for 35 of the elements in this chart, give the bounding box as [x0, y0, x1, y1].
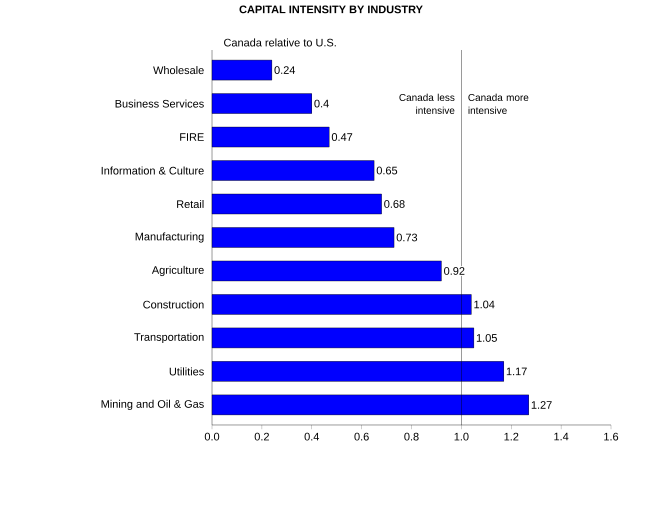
x-tick-label: 0.6 [354, 432, 369, 441]
data-label: 1.04 [474, 300, 495, 308]
data-label: 0.65 [376, 166, 398, 174]
y-tick-label: Construction [143, 300, 204, 308]
y-tick-label: Information & Culture [102, 166, 204, 175]
y-tick-label: Business Services [116, 100, 204, 108]
data-label: 0.73 [396, 234, 418, 242]
annotation: Canada less intensive [399, 94, 454, 114]
data-label: 0.47 [332, 133, 352, 141]
y-tick-label: Utilities [170, 367, 204, 376]
x-tick-label: 0.4 [304, 432, 320, 441]
chart-subtitle: Canada relative to U.S. [224, 38, 336, 46]
y-tick-label: Mining and Oil & Gas [102, 400, 204, 410]
data-label: 0.4 [314, 100, 329, 108]
chart-title: CAPITAL INTENSITY BY INDUSTRY [240, 6, 423, 14]
x-tick-label: 1.2 [504, 432, 518, 440]
x-tick-label: 1.6 [604, 432, 618, 441]
data-label: 0.92 [444, 267, 464, 275]
data-label: 1.17 [506, 368, 527, 376]
x-tick-label: 0.2 [254, 432, 269, 441]
data-label: 0.68 [384, 200, 405, 208]
x-tick-label: 1.0 [454, 432, 469, 441]
y-tick-label: Agriculture [152, 266, 204, 276]
y-tick-label: FIRE [180, 133, 204, 141]
x-tick-label: 1.4 [554, 432, 568, 440]
y-tick-label: Wholesale [153, 66, 204, 74]
y-tick-label: Transportation [134, 332, 204, 344]
data-label: 1.27 [532, 401, 552, 409]
data-label: 0.24 [274, 66, 296, 74]
annotation: Canada more intensive [468, 94, 528, 114]
data-label: 1.05 [476, 334, 497, 342]
x-tick-label: 0.8 [404, 432, 419, 441]
y-tick-label: Manufacturing [136, 232, 204, 243]
x-tick-label: 0.0 [204, 432, 220, 441]
y-tick-label: Retail [177, 200, 204, 208]
